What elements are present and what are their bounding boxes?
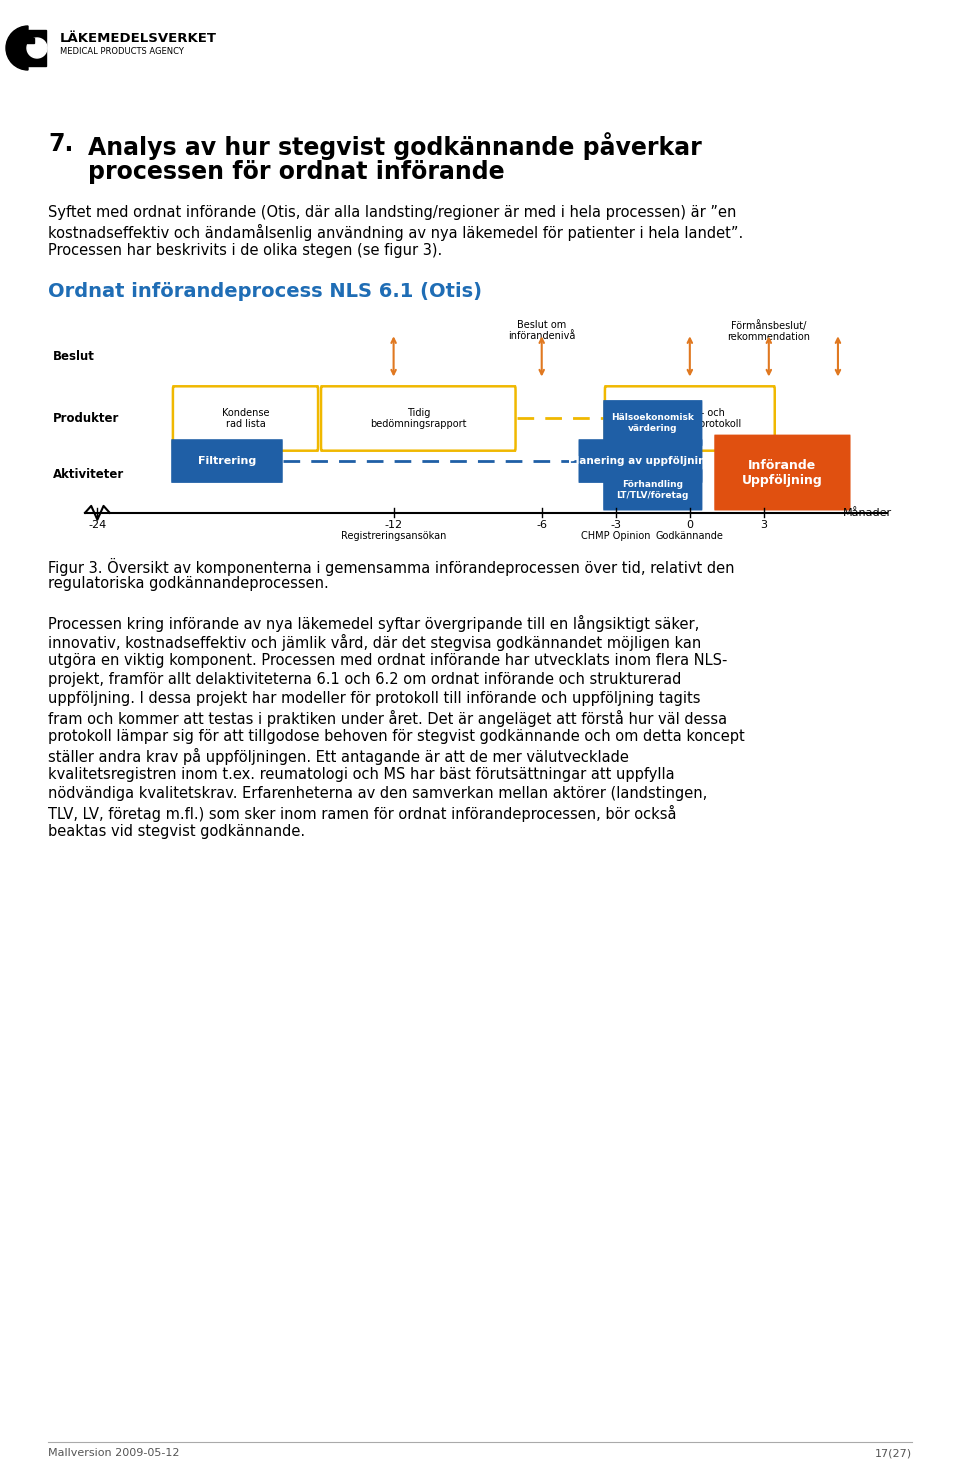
Text: Godkännande: Godkännande (656, 531, 724, 541)
FancyBboxPatch shape (173, 386, 318, 451)
Text: -12: -12 (385, 519, 402, 529)
Text: 7.: 7. (48, 132, 73, 156)
Text: CHMP Opinion: CHMP Opinion (581, 531, 651, 541)
FancyBboxPatch shape (321, 386, 516, 451)
Text: Filtrering: Filtrering (198, 457, 256, 466)
FancyBboxPatch shape (603, 400, 703, 446)
Text: Införande- och
uppföljningsprotokoll: Införande- och uppföljningsprotokoll (638, 408, 741, 429)
Text: LÄKEMEDELSVERKET: LÄKEMEDELSVERKET (60, 33, 217, 44)
Text: utgöra en viktig komponent. Processen med ordnat införande har utvecklats inom f: utgöra en viktig komponent. Processen me… (48, 653, 728, 667)
FancyBboxPatch shape (605, 386, 775, 451)
Text: protokoll lämpar sig för att tillgodose behoven för stegvist godkännande och om : protokoll lämpar sig för att tillgodose … (48, 730, 745, 744)
FancyBboxPatch shape (579, 439, 703, 483)
Text: Syftet med ordnat införande (Otis, där alla landsting/regioner är med i hela pro: Syftet med ordnat införande (Otis, där a… (48, 205, 736, 219)
Text: Analys av hur stegvist godkännande påverkar: Analys av hur stegvist godkännande påver… (88, 132, 702, 160)
Text: innovativ, kostnadseffektiv och jämlik vård, där det stegvisa godkännandet möjli: innovativ, kostnadseffektiv och jämlik v… (48, 635, 701, 651)
FancyBboxPatch shape (171, 439, 283, 483)
Text: 3: 3 (760, 519, 767, 529)
Text: 17(27): 17(27) (875, 1447, 912, 1458)
Text: 0: 0 (686, 519, 693, 529)
Text: Processen kring införande av nya läkemedel syftar övergripande till en långsikti: Processen kring införande av nya läkemed… (48, 615, 699, 632)
Text: Processen har beskrivits i de olika stegen (se figur 3).: Processen har beskrivits i de olika steg… (48, 243, 443, 258)
Text: nödvändiga kvalitetskrav. Erfarenheterna av den samverkan mellan aktörer (landst: nödvändiga kvalitetskrav. Erfarenheterna… (48, 786, 708, 801)
Text: Beslut om
införandenivå: Beslut om införandenivå (508, 320, 575, 341)
Text: Kondense
rad lista: Kondense rad lista (222, 408, 269, 429)
Text: Tidig
bedömningsrapport: Tidig bedömningsrapport (370, 408, 467, 429)
Text: Förhandling
LT/TLV/företag: Förhandling LT/TLV/företag (616, 480, 689, 500)
Text: -6: -6 (537, 519, 547, 529)
Text: Ordnat införandeprocess NLS 6.1 (Otis): Ordnat införandeprocess NLS 6.1 (Otis) (48, 282, 482, 301)
Text: Mallversion 2009-05-12: Mallversion 2009-05-12 (48, 1447, 180, 1458)
Text: Beslut: Beslut (53, 350, 95, 363)
Text: Månader: Månader (843, 507, 892, 518)
Text: MEDICAL PRODUCTS AGENCY: MEDICAL PRODUCTS AGENCY (60, 47, 184, 56)
Text: uppföljning. I dessa projekt har modeller för protokoll till införande och uppfö: uppföljning. I dessa projekt har modelle… (48, 691, 701, 706)
Text: Införande
Uppföljning: Införande Uppföljning (742, 458, 823, 486)
Text: -24: -24 (88, 519, 107, 529)
Text: kostnadseffektiv och ändamålsenlig användning av nya läkemedel för patienter i h: kostnadseffektiv och ändamålsenlig använ… (48, 224, 743, 242)
Text: ställer andra krav på uppföljningen. Ett antagande är att de mer välutvecklade: ställer andra krav på uppföljningen. Ett… (48, 747, 629, 765)
Text: -3: -3 (611, 519, 621, 529)
FancyBboxPatch shape (26, 39, 34, 43)
Text: fram och kommer att testas i praktiken under året. Det är angeläget att förstå h: fram och kommer att testas i praktiken u… (48, 710, 727, 727)
Text: regulatoriska godkännandeprocessen.: regulatoriska godkännandeprocessen. (48, 575, 328, 592)
FancyBboxPatch shape (603, 469, 703, 510)
Text: Registreringsansökan: Registreringsansökan (341, 531, 446, 541)
Text: Aktiviteter: Aktiviteter (53, 469, 124, 482)
Text: Planering av uppföljning: Planering av uppföljning (568, 457, 713, 466)
Text: Produkter: Produkter (53, 412, 119, 426)
FancyBboxPatch shape (28, 30, 46, 67)
Text: Förmånsbeslut/
rekommendation: Förmånsbeslut/ rekommendation (728, 320, 810, 343)
Text: TLV, LV, företag m.fl.) som sker inom ramen för ordnat införandeprocessen, bör o: TLV, LV, företag m.fl.) som sker inom ra… (48, 805, 677, 822)
Text: Figur 3. Översikt av komponenterna i gemensamma införandeprocessen över tid, rel: Figur 3. Översikt av komponenterna i gem… (48, 558, 734, 575)
Text: kvalitetsregistren inom t.ex. reumatologi och MS har bäst förutsättningar att up: kvalitetsregistren inom t.ex. reumatolog… (48, 767, 675, 782)
Text: beaktas vid stegvist godkännande.: beaktas vid stegvist godkännande. (48, 825, 305, 839)
Circle shape (27, 39, 47, 58)
Text: projekt, framför allt delaktiviteterna 6.1 och 6.2 om ordnat införande och struk: projekt, framför allt delaktiviteterna 6… (48, 672, 682, 687)
Wedge shape (6, 27, 28, 70)
Text: Hälsoekonomisk
värdering: Hälsoekonomisk värdering (612, 414, 694, 433)
Text: processen för ordnat införande: processen för ordnat införande (88, 160, 505, 184)
FancyBboxPatch shape (714, 435, 851, 510)
